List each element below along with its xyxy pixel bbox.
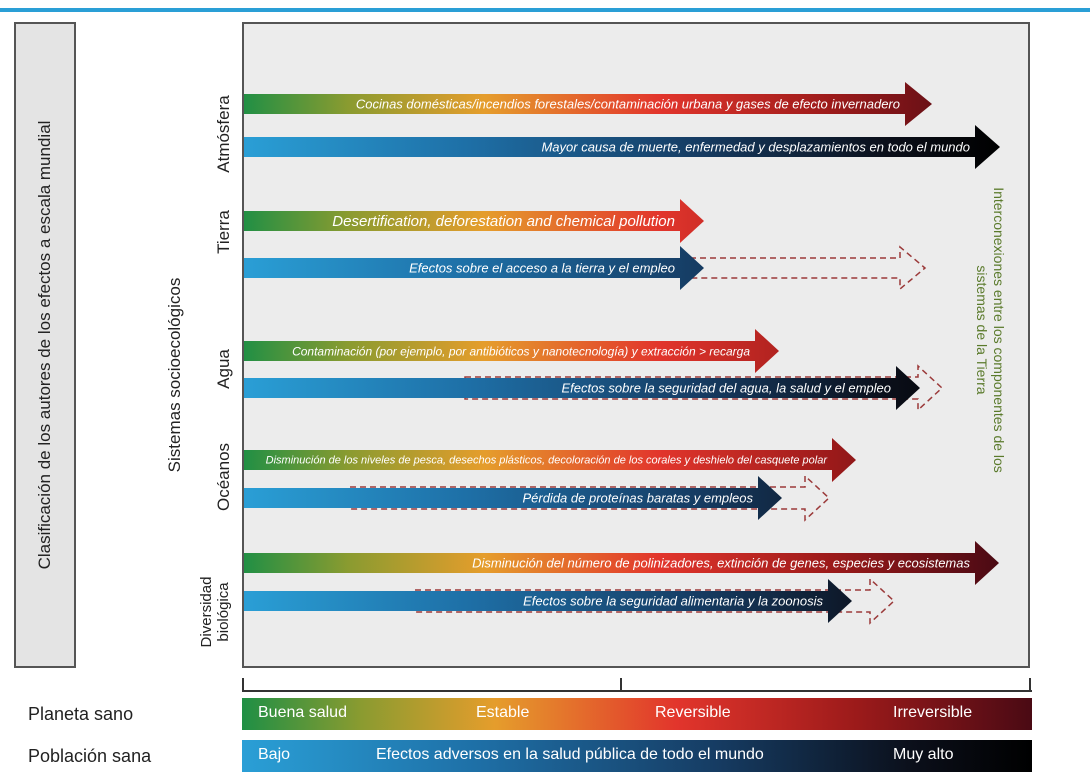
earth-system-interconnections-label: Interconexiones entre los componentes de… [974, 187, 1007, 473]
arrow-atmosphere-people: Mayor causa de muerte, enfermedad y desp… [244, 125, 1000, 169]
legend-population-high: Muy alto [893, 746, 954, 763]
arrow-water-planet-label: Contaminación (por ejemplo, por antibiót… [292, 345, 750, 359]
arrow-atmosphere-people-label: Mayor causa de muerte, enfermedad y desp… [541, 140, 970, 155]
arrow-oceans-people: Pérdida de proteínas baratas y empleos [244, 476, 782, 520]
arrow-land-planet-label: Desertification, deforestation and chemi… [332, 213, 675, 230]
arrow-biodiversity-dashed-extension [414, 577, 896, 625]
legend-planet-label: Planeta sano [28, 704, 134, 724]
arrow-land-people-label: Efectos sobre el acceso a la tierra y el… [409, 261, 675, 276]
arrow-atmosphere-planet-label: Cocinas domésticas/incendios forestales/… [356, 97, 900, 112]
arrow-biodiversity-planet: Disminución del número de polinizadores,… [244, 541, 999, 585]
arrow-oceans-people-label: Pérdida de proteínas baratas y empleos [522, 491, 753, 506]
legend-population-label: Población sana [28, 746, 152, 766]
arrow-land-dashed-extension [689, 245, 927, 291]
arrow-land-people: Efectos sobre el acceso a la tierra y el… [244, 246, 704, 290]
scale-tick-middle [620, 678, 622, 692]
scale-tick-left [242, 678, 244, 692]
arrow-water-people: Efectos sobre la seguridad del agua, la … [244, 366, 920, 410]
arrow-water-dashed-extension [464, 364, 944, 412]
arrow-oceans-planet-label: Disminución de los niveles de pesca, des… [266, 455, 829, 467]
legend-planet-state-reversible: Reversible [655, 704, 731, 721]
scale-tick-right [1029, 678, 1031, 692]
arrow-atmosphere-planet: Cocinas domésticas/incendios forestales/… [244, 82, 932, 126]
legend-population-middle: Efectos adversos en la salud pública de … [376, 746, 764, 763]
legend-planet-state-good: Buena salud [258, 704, 347, 721]
arrow-land-planet: Desertification, deforestation and chemi… [244, 199, 704, 243]
arrow-oceans-dashed-extension [349, 474, 831, 522]
legend-population-bar: Bajo Efectos adversos en la salud públic… [242, 740, 1032, 772]
arrow-water-people-label: Efectos sobre la seguridad del agua, la … [561, 381, 891, 396]
arrow-oceans-planet: Disminución de los niveles de pesca, des… [244, 438, 856, 482]
legend-planet-bar: Buena salud Estable Reversible Irreversi… [242, 698, 1032, 730]
legend-population-low: Bajo [258, 746, 291, 763]
arrow-biodiversity-planet-label: Disminución del número de polinizadores,… [472, 556, 970, 571]
left-title-box [14, 22, 76, 668]
arrow-water-planet: Contaminación (por ejemplo, por antibiót… [244, 329, 779, 373]
arrow-biodiversity-people: Efectos sobre la seguridad alimentaria y… [244, 579, 852, 623]
legend-planet-state-irreversible: Irreversible [893, 704, 973, 721]
scale-axis-line [242, 690, 1032, 692]
arrow-biodiversity-people-label: Efectos sobre la seguridad alimentaria y… [523, 594, 823, 609]
legend-planet-state-stable: Estable [476, 704, 530, 721]
top-accent-line [0, 8, 1090, 12]
